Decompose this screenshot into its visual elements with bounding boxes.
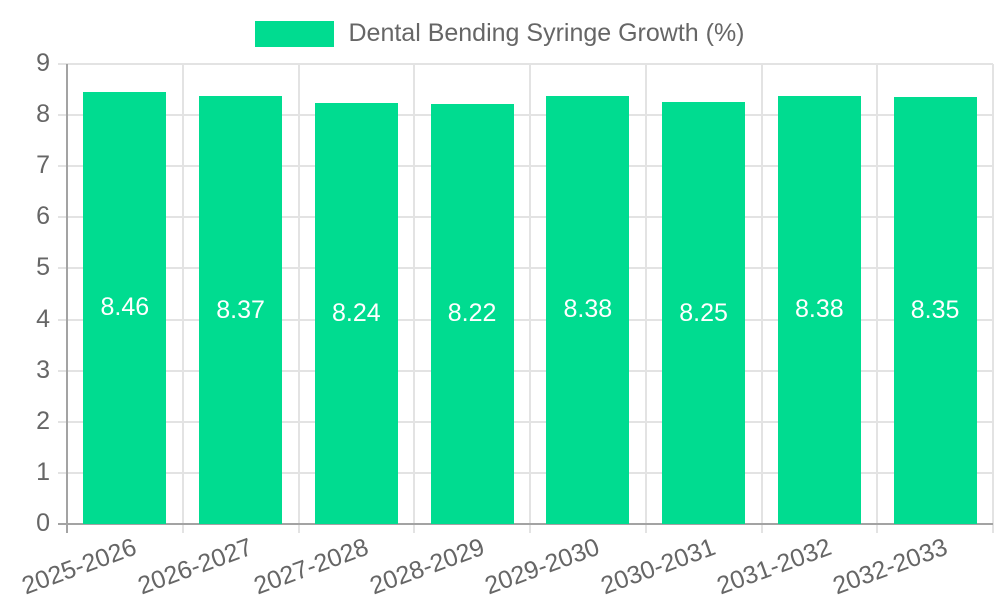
y-axis-tick-label: 6 bbox=[36, 202, 50, 231]
x-axis-tick-label: 2027-2028 bbox=[250, 533, 372, 600]
bar[interactable]: 8.22 bbox=[430, 103, 514, 524]
y-axis-line bbox=[66, 64, 68, 533]
y-axis-tick-label: 5 bbox=[36, 253, 50, 282]
legend-swatch bbox=[255, 20, 335, 47]
bar-value-label: 8.38 bbox=[563, 295, 613, 324]
bar[interactable]: 8.24 bbox=[314, 102, 398, 524]
bar[interactable]: 8.37 bbox=[199, 96, 283, 524]
gridline-vertical bbox=[529, 64, 531, 533]
x-axis-tick-label: 2029-2030 bbox=[481, 533, 604, 600]
y-axis-tick-label: 2 bbox=[36, 406, 50, 435]
gridline-vertical bbox=[992, 64, 994, 533]
bar-value-label: 8.35 bbox=[910, 296, 960, 325]
x-axis-tick-label: 2031-2032 bbox=[713, 533, 835, 600]
bar[interactable]: 8.35 bbox=[893, 97, 977, 524]
bar-value-label: 8.25 bbox=[679, 298, 728, 327]
x-axis-tick-label: 2025-2026 bbox=[18, 533, 141, 600]
legend-label: Dental Bending Syringe Growth (%) bbox=[348, 19, 745, 47]
y-axis-tick-label: 0 bbox=[36, 508, 50, 537]
gridline-horizontal bbox=[58, 216, 993, 219]
bar-value-label: 8.37 bbox=[216, 295, 265, 324]
x-axis-tick-label: 2032-2033 bbox=[828, 533, 951, 600]
gridline-vertical bbox=[644, 64, 647, 533]
bar-value-label: 8.24 bbox=[332, 298, 381, 327]
gridline-horizontal bbox=[58, 318, 993, 321]
y-axis-tick-label: 3 bbox=[36, 355, 50, 384]
gridline-horizontal bbox=[58, 267, 993, 270]
bar[interactable]: 8.38 bbox=[546, 95, 630, 524]
y-axis-tick-label: 8 bbox=[36, 100, 50, 129]
x-axis-tick-label: 2028-2029 bbox=[365, 533, 488, 600]
bar[interactable]: 8.25 bbox=[662, 102, 746, 524]
bar[interactable]: 8.38 bbox=[777, 95, 861, 524]
gridline-horizontal bbox=[58, 420, 993, 423]
gridline-vertical bbox=[297, 64, 300, 533]
legend[interactable]: Dental Bending Syringe Growth (%) bbox=[0, 19, 1000, 48]
gridline-vertical bbox=[876, 64, 879, 533]
x-axis-tick-label: 2030-2031 bbox=[597, 533, 720, 600]
gridline-vertical bbox=[760, 64, 763, 533]
gridline-horizontal bbox=[58, 114, 993, 117]
x-axis-line bbox=[58, 523, 993, 525]
bar[interactable]: 8.46 bbox=[83, 91, 167, 524]
gridline-horizontal bbox=[58, 165, 993, 168]
gridline-horizontal bbox=[58, 369, 993, 372]
bar-value-label: 8.38 bbox=[795, 295, 844, 324]
bar-value-label: 8.22 bbox=[447, 299, 497, 328]
gridline-vertical bbox=[181, 64, 184, 533]
bar-value-label: 8.46 bbox=[100, 293, 150, 322]
x-axis-tick-label: 2026-2027 bbox=[134, 533, 257, 600]
y-axis-tick-label: 4 bbox=[36, 304, 50, 333]
y-axis-tick-label: 7 bbox=[36, 151, 50, 180]
gridline-horizontal bbox=[58, 63, 993, 65]
gridline-horizontal bbox=[58, 471, 993, 474]
y-axis-tick-label: 9 bbox=[36, 48, 50, 77]
y-axis-tick-label: 1 bbox=[36, 457, 50, 486]
gridline-vertical bbox=[413, 64, 416, 533]
